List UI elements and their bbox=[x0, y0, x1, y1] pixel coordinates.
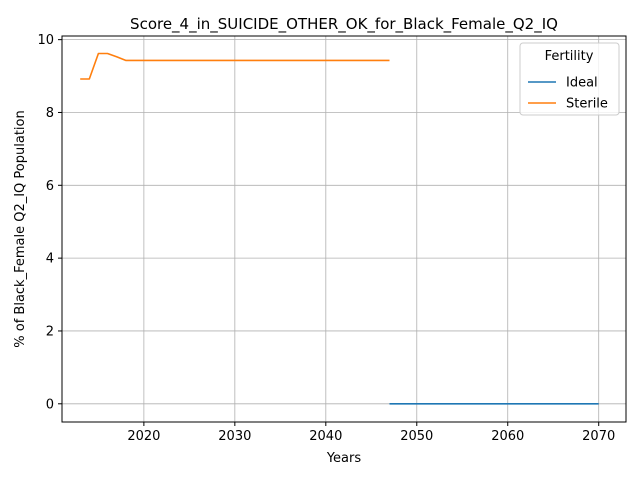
x-tick-label: 2030 bbox=[218, 429, 251, 444]
axis-ticks: 2020 2030 2040 2050 2060 2070 0 2 4 6 8 10 bbox=[37, 33, 615, 444]
legend-label-ideal: Ideal bbox=[566, 76, 598, 91]
legend: Fertility Ideal Sterile bbox=[519, 42, 620, 116]
y-axis-title: % of Black_Female Q2_IQ Population bbox=[13, 110, 28, 347]
legend-label-sterile: Sterile bbox=[566, 97, 608, 112]
series-line-sterile bbox=[80, 52, 390, 80]
legend-title: Fertility bbox=[545, 49, 594, 64]
series-lines bbox=[80, 52, 599, 405]
y-tick-label: 0 bbox=[46, 397, 54, 412]
x-tick-label: 2020 bbox=[127, 429, 160, 444]
y-tick-label: 2 bbox=[46, 324, 54, 339]
legend-box bbox=[519, 42, 620, 116]
x-tick-label: 2070 bbox=[582, 429, 615, 444]
x-tick-label: 2060 bbox=[491, 429, 524, 444]
x-tick-label: 2050 bbox=[400, 429, 433, 444]
y-tick-label: 6 bbox=[46, 179, 54, 194]
plot-frame bbox=[61, 35, 627, 423]
x-tick-label: 2040 bbox=[309, 429, 342, 444]
y-tick-label: 8 bbox=[46, 106, 54, 121]
chart-title: Score_4_in_SUICIDE_OTHER_OK_for_Black_Fe… bbox=[130, 15, 558, 34]
y-tick-label: 4 bbox=[46, 252, 54, 267]
y-tick-label: 10 bbox=[37, 33, 54, 48]
x-axis-title: Years bbox=[326, 451, 362, 466]
